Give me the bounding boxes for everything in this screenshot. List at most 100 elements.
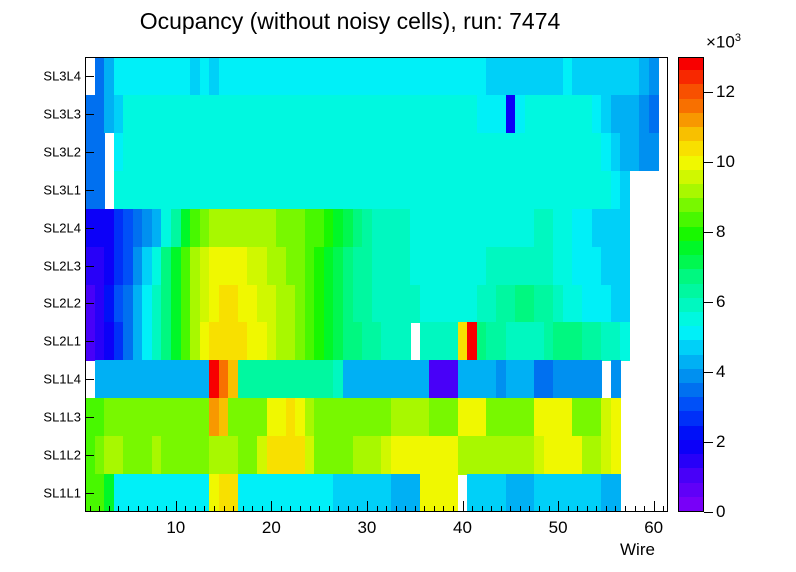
heatmap-cell — [276, 322, 287, 361]
heatmap-cell — [94, 322, 105, 361]
heatmap-cell — [266, 360, 277, 399]
heatmap-cell — [323, 284, 335, 324]
heatmap-cell — [400, 170, 411, 210]
heatmap-cell — [610, 208, 621, 248]
heatmap-cell — [562, 474, 574, 512]
heatmap-cell — [591, 94, 602, 134]
heatmap-cell — [601, 170, 612, 210]
heatmap-cell — [171, 284, 182, 324]
heatmap-cell — [123, 436, 134, 475]
heatmap-cell — [495, 474, 507, 512]
heatmap-cell — [371, 360, 382, 399]
colorbar-tick-label: 6 — [716, 292, 726, 311]
colorbar-exponent-power: 3 — [734, 32, 741, 44]
heatmap-cell — [429, 284, 440, 324]
heatmap-cell — [409, 436, 421, 475]
heatmap-cell — [515, 208, 526, 248]
colorbar-band — [679, 467, 703, 483]
heatmap-cell — [132, 398, 143, 437]
heatmap-cell — [362, 360, 373, 399]
heatmap-cell — [333, 132, 344, 172]
heatmap-cell — [209, 246, 220, 286]
heatmap-cell — [132, 474, 143, 512]
heatmap-cell — [419, 94, 430, 134]
heatmap-cell — [266, 57, 277, 96]
heatmap-cell — [314, 284, 325, 324]
heatmap-cell — [218, 398, 229, 437]
heatmap-cell — [648, 132, 660, 172]
y-axis-tick — [85, 228, 94, 229]
y-axis-label-sl2l3: SL2L3 — [43, 258, 81, 274]
heatmap-cell — [94, 436, 105, 475]
heatmap-cell — [620, 246, 631, 286]
heatmap-cell — [438, 246, 449, 286]
heatmap-cell — [438, 436, 449, 475]
colorbar-band — [679, 439, 703, 455]
heatmap-cell — [199, 436, 210, 475]
heatmap-cell — [362, 246, 373, 286]
heatmap-cell — [333, 94, 344, 134]
heatmap-cell — [218, 322, 229, 361]
heatmap-cell — [190, 170, 201, 210]
heatmap-cell — [495, 322, 507, 361]
heatmap-cell — [419, 246, 430, 286]
heatmap-cell — [515, 360, 526, 399]
heatmap-cell — [276, 94, 287, 134]
heatmap-cell — [620, 132, 631, 172]
heatmap-cell — [323, 208, 335, 248]
heatmap-cell — [237, 170, 249, 210]
heatmap-cell — [505, 436, 516, 475]
heatmap-cell — [266, 132, 277, 172]
colorbar-band — [679, 368, 703, 384]
heatmap-cell — [237, 436, 249, 475]
heatmap-cell — [304, 94, 315, 134]
heatmap-cell — [390, 132, 401, 172]
heatmap-cell — [199, 208, 210, 248]
heatmap-cell — [104, 398, 115, 437]
heatmap-cell — [543, 132, 554, 172]
heatmap-cell — [524, 132, 535, 172]
heatmap-cell — [314, 246, 325, 286]
heatmap-cell — [304, 132, 315, 172]
heatmap-cell — [381, 398, 392, 437]
x-axis-tick-label: 60 — [644, 518, 664, 537]
heatmap-cell — [505, 360, 516, 399]
heatmap-cell — [390, 170, 401, 210]
heatmap-cell — [343, 284, 354, 324]
heatmap-cell — [495, 436, 507, 475]
heatmap-cell — [104, 57, 115, 96]
heatmap-cell — [266, 170, 277, 210]
heatmap-cell — [104, 284, 115, 324]
heatmap-cell — [323, 57, 335, 96]
heatmap-cell — [362, 398, 373, 437]
heatmap-cell — [400, 474, 411, 512]
x-axis-major-tick — [463, 501, 464, 512]
heatmap-cell — [457, 246, 468, 286]
heatmap-cell — [209, 322, 220, 361]
page-title: Ocupancy (without noisy cells), run: 747… — [139, 8, 561, 34]
heatmap-cell — [448, 284, 459, 324]
heatmap-cell — [400, 322, 411, 361]
colorbar-band — [679, 396, 703, 412]
heatmap-cell — [648, 94, 660, 134]
heatmap-cell — [467, 360, 478, 399]
heatmap-cell — [343, 57, 354, 96]
heatmap-cell — [247, 436, 258, 475]
heatmap-cell — [562, 360, 574, 399]
heatmap-cell — [457, 436, 468, 475]
heatmap-cell — [352, 208, 363, 248]
heatmap-plot-area[interactable] — [85, 57, 668, 512]
heatmap-cell — [209, 360, 220, 399]
heatmap-cell — [553, 322, 564, 361]
heatmap-cell — [209, 436, 220, 475]
colorbar-tick — [704, 302, 713, 303]
heatmap-cell — [572, 322, 583, 361]
heatmap-cell — [190, 208, 201, 248]
heatmap-cell — [505, 474, 516, 512]
heatmap-cell — [151, 246, 163, 286]
heatmap-cell — [228, 57, 239, 96]
heatmap-cell — [228, 170, 239, 210]
heatmap-cell — [276, 474, 287, 512]
heatmap-cell — [572, 360, 583, 399]
colorbar[interactable] — [678, 57, 704, 512]
